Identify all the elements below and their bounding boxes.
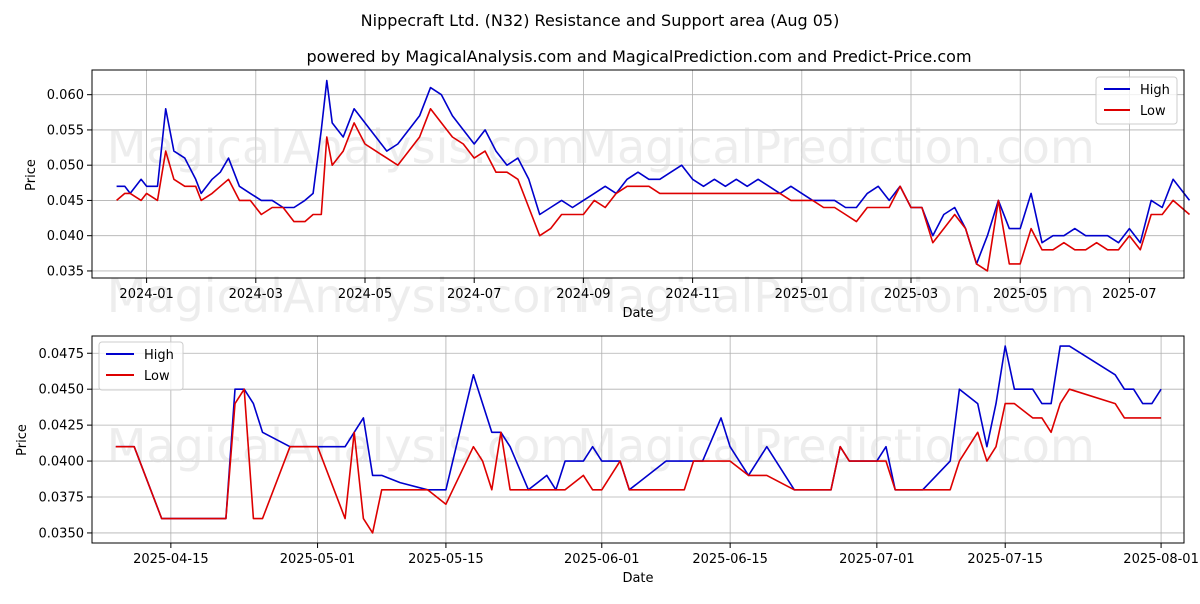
top-legend: High Low	[1095, 76, 1178, 125]
top-x-tick-label: 2025-01	[775, 287, 829, 302]
bottom-x-tick-label: 2025-07-15	[967, 552, 1043, 567]
bottom-y-tick-label: 0.0350	[39, 526, 85, 541]
top-y-tick-label: 0.060	[47, 88, 84, 103]
bottom-y-tick-label: 0.0425	[39, 419, 85, 434]
top-y-tick-label: 0.045	[47, 194, 84, 209]
top-y-tick-label: 0.050	[47, 159, 84, 174]
bottom-low-series-line	[115, 388, 1162, 534]
bottom-x-tick-label: 2025-06-01	[564, 552, 640, 567]
bottom-x-ticks: 2025-04-15 2025-05-01 2025-05-15 2025-06-01…	[133, 543, 1199, 567]
bottom-x-tick-label: 2025-07-01	[839, 552, 915, 567]
chart-subtitle: powered by MagicalAnalysis.com and Magic…	[306, 47, 971, 66]
top-x-axis-label: Date	[622, 306, 653, 321]
top-grid	[92, 70, 1184, 278]
top-x-tick-label: 2024-11	[665, 287, 719, 302]
chart-title: Nippecraft Ltd. (N32) Resistance and Sup…	[361, 11, 840, 30]
top-legend-low-label: Low	[1140, 104, 1166, 119]
bottom-grid	[92, 336, 1184, 543]
bottom-x-tick-label: 2025-06-15	[692, 552, 768, 567]
top-x-tick-label: 2024-07	[447, 287, 501, 302]
top-x-tick-label: 2025-03	[884, 287, 938, 302]
top-plot-frame	[91, 69, 1185, 279]
bottom-series	[115, 345, 1162, 534]
top-panel: MagicalAnalysis.com MagicalPrediction.co…	[24, 69, 1191, 323]
bottom-x-tick-label: 2025-08-01	[1123, 552, 1199, 567]
top-y-tick-label: 0.040	[47, 229, 84, 244]
top-x-tick-label: 2024-03	[229, 287, 283, 302]
watermark-right: MagicalPrediction.com	[577, 120, 1095, 174]
bottom-legend: High Low	[98, 341, 184, 391]
top-y-tick-label: 0.055	[47, 123, 84, 138]
bottom-y-tick-label: 0.0375	[39, 491, 85, 506]
top-y-ticks: 0.035 0.040 0.045 0.050 0.055 0.060	[47, 88, 92, 279]
bottom-plot-frame	[91, 335, 1185, 544]
bottom-x-tick-label: 2025-05-15	[408, 552, 484, 567]
bottom-legend-high-label: High	[144, 348, 174, 363]
bottom-y-ticks: 0.0350 0.0375 0.0400 0.0425 0.0450 0.0475	[39, 347, 92, 541]
top-series	[116, 79, 1191, 272]
top-y-axis-label: Price	[24, 159, 39, 191]
top-legend-high-label: High	[1140, 83, 1170, 98]
bottom-x-tick-label: 2025-05-01	[280, 552, 356, 567]
top-x-tick-label: 2025-07	[1102, 287, 1156, 302]
bottom-y-tick-label: 0.0400	[39, 455, 85, 470]
top-low-series-line	[116, 108, 1191, 272]
bottom-high-series-line	[115, 345, 1162, 520]
top-x-tick-label: 2024-09	[556, 287, 610, 302]
bottom-y-axis-label: Price	[15, 424, 30, 456]
bottom-x-axis-label: Date	[622, 571, 653, 586]
top-x-tick-label: 2025-05	[993, 287, 1047, 302]
bottom-panel: MagicalAnalysis.com MagicalPrediction.co…	[15, 335, 1199, 586]
top-x-tick-label: 2024-01	[119, 287, 173, 302]
bottom-x-tick-label: 2025-04-15	[133, 552, 209, 567]
bottom-y-tick-label: 0.0450	[39, 383, 85, 398]
top-x-ticks: 2024-01 2024-03 2024-05 2024-07 2024-09 2024-…	[119, 278, 1157, 302]
top-x-tick-label: 2024-05	[338, 287, 392, 302]
bottom-legend-low-label: Low	[144, 369, 170, 384]
bottom-y-tick-label: 0.0475	[39, 347, 85, 362]
top-y-tick-label: 0.035	[47, 264, 84, 279]
